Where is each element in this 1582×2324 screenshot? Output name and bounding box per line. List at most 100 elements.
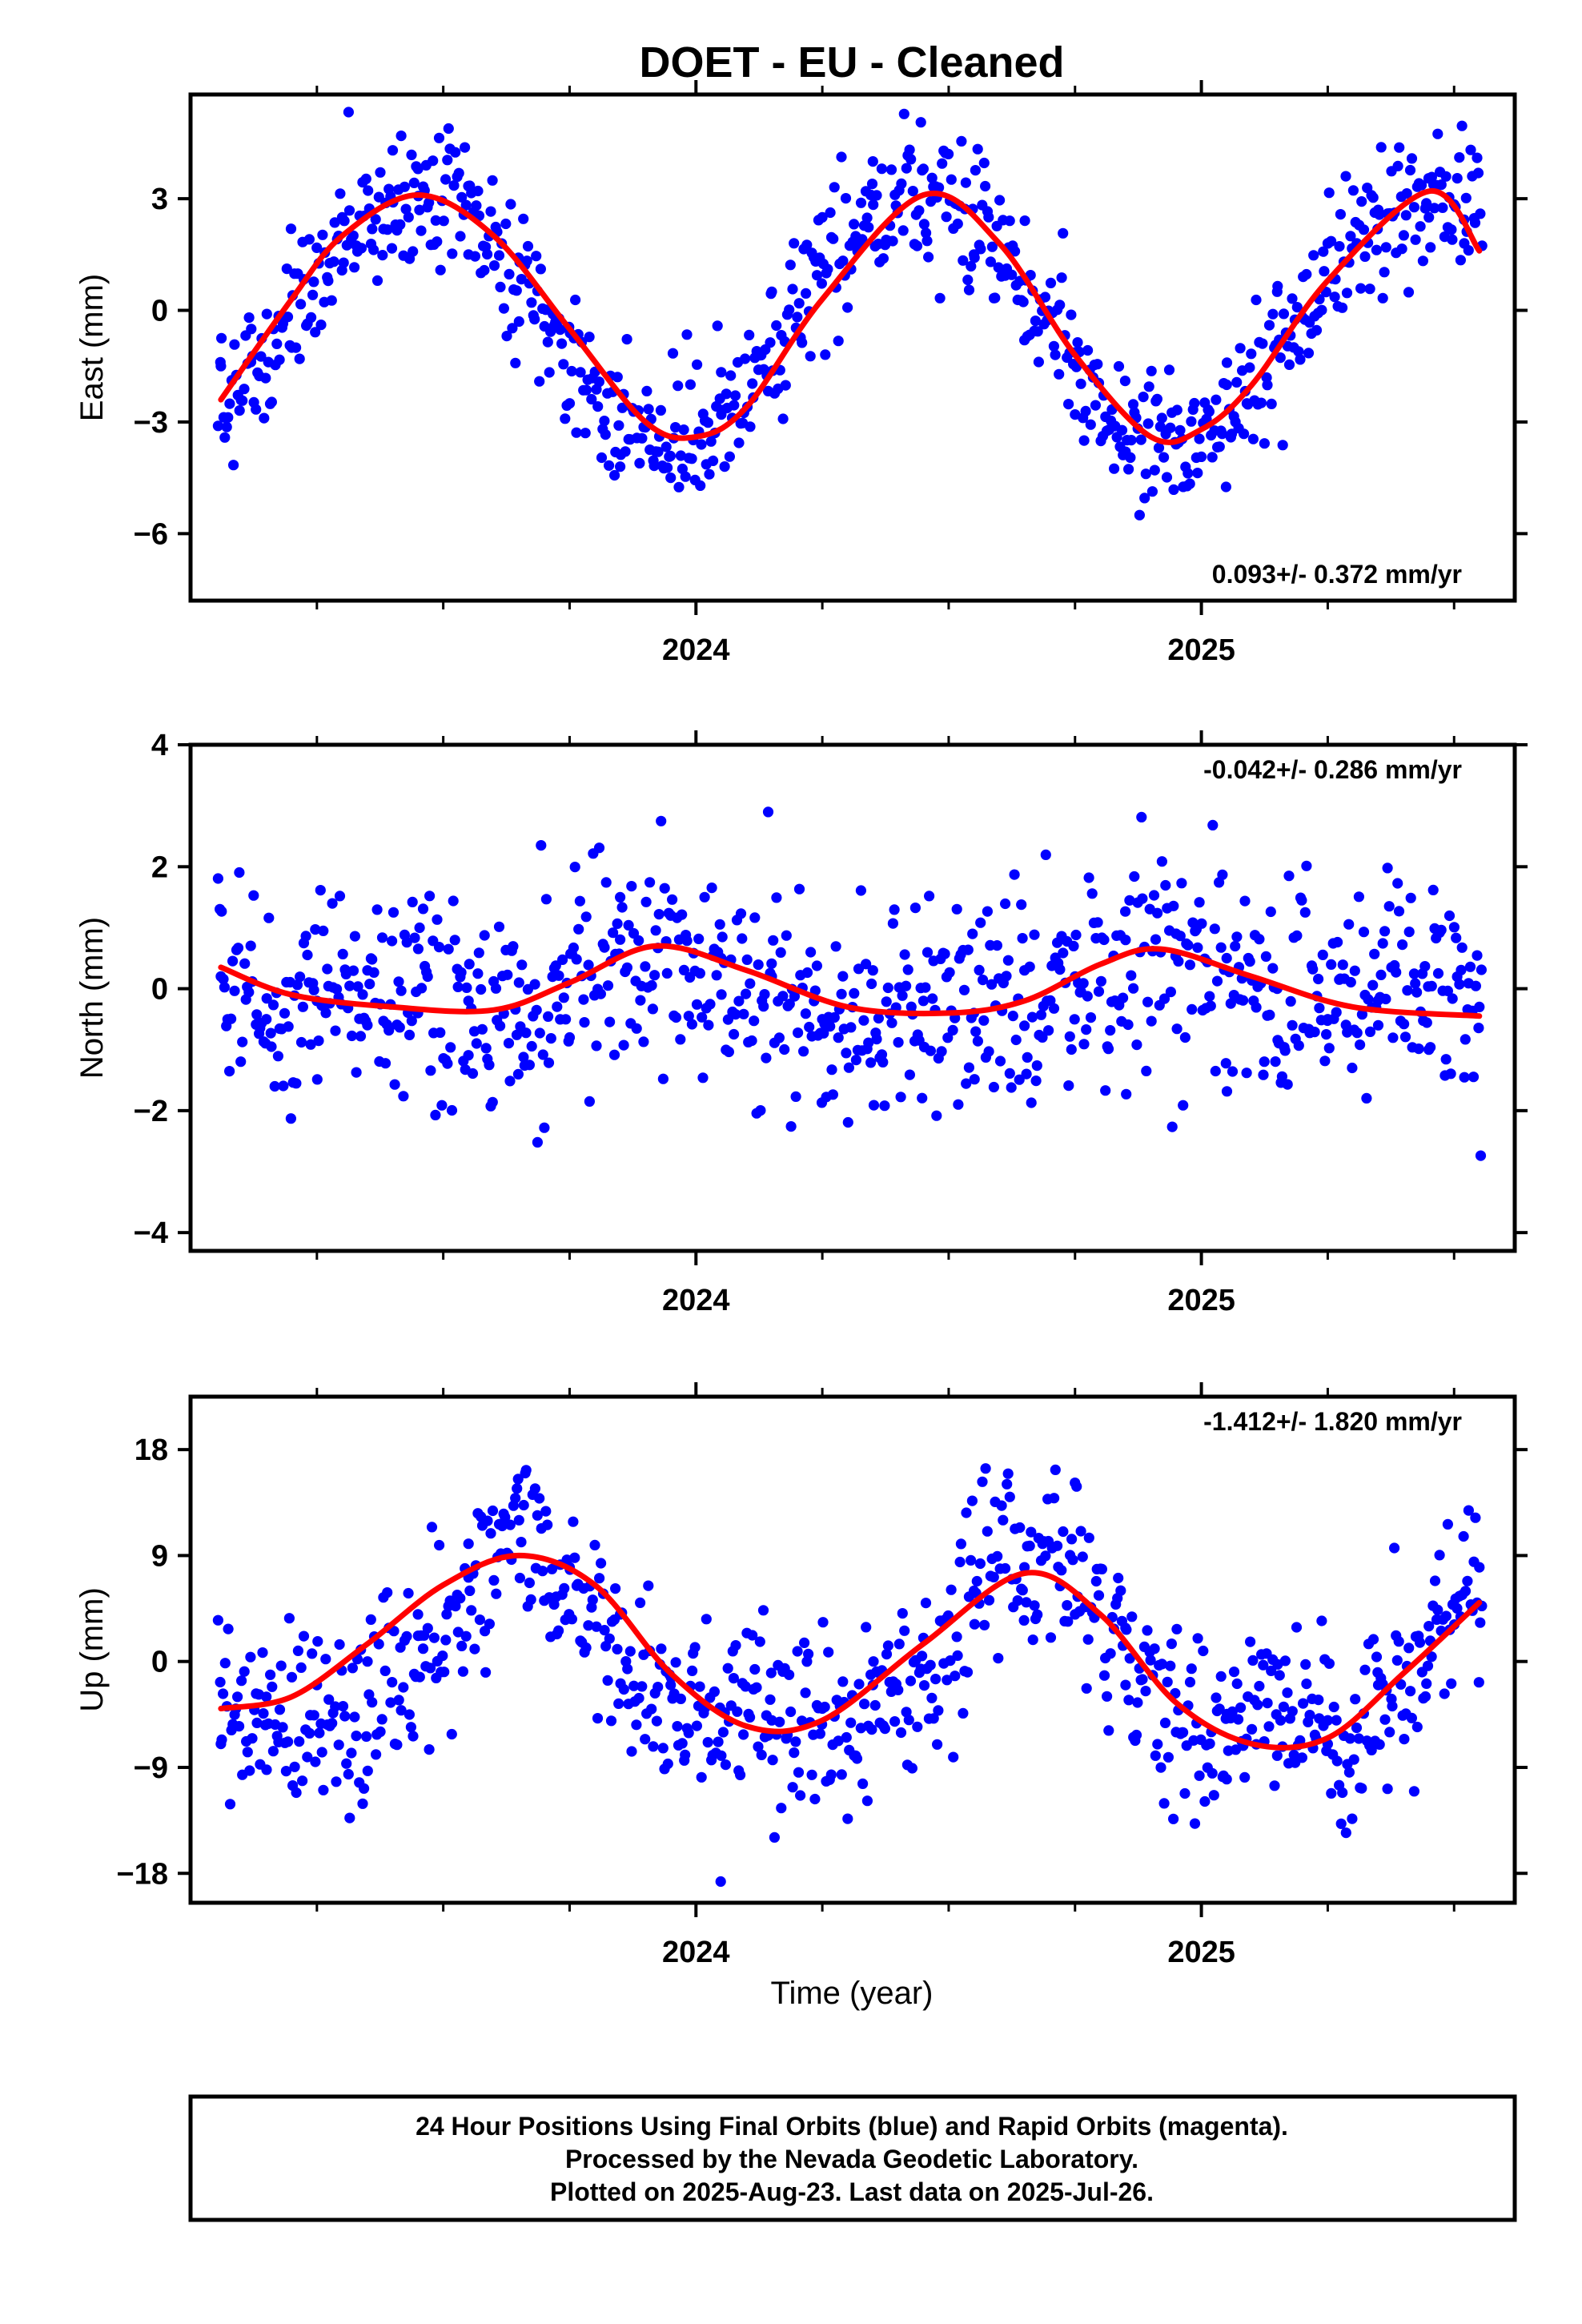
data-point (868, 199, 879, 211)
data-point (942, 1675, 953, 1686)
data-point (219, 982, 230, 993)
data-point (1356, 1009, 1367, 1020)
data-point (1019, 335, 1030, 346)
data-point (525, 1594, 536, 1605)
data-point (855, 197, 867, 208)
data-point (1367, 979, 1379, 991)
data-point (805, 351, 816, 362)
data-point (1464, 961, 1476, 972)
data-point (998, 1514, 1009, 1526)
data-point (800, 1687, 811, 1699)
data-point (215, 971, 227, 982)
data-point (921, 235, 933, 247)
data-point (1019, 1562, 1030, 1573)
data-point (904, 1069, 915, 1080)
y-tick-label: 0 (151, 295, 168, 328)
data-point (526, 297, 537, 308)
data-point (1326, 959, 1337, 970)
data-point (986, 241, 998, 252)
data-point (599, 942, 610, 953)
data-point (330, 1701, 341, 1712)
data-point (512, 1474, 524, 1485)
data-point (343, 205, 355, 216)
data-point (934, 292, 946, 304)
data-point (1446, 224, 1457, 235)
data-point (1323, 187, 1335, 199)
data-point (1454, 979, 1465, 990)
data-point (518, 1499, 529, 1511)
data-point (382, 1587, 393, 1598)
data-point (1459, 238, 1470, 249)
data-point (680, 471, 691, 482)
data-point (251, 1717, 263, 1728)
y-tick-label: 3 (151, 183, 168, 216)
data-point (371, 275, 383, 286)
data-point (595, 988, 607, 999)
data-point (766, 958, 777, 969)
data-point (1267, 308, 1279, 320)
data-point (275, 1660, 287, 1671)
data-point (1235, 343, 1246, 354)
data-point (643, 404, 654, 415)
data-point (338, 257, 349, 268)
data-point (1293, 1040, 1304, 1051)
data-point (330, 1025, 341, 1036)
data-point (701, 1614, 712, 1625)
data-point (568, 1516, 579, 1527)
data-point (1337, 959, 1348, 971)
data-point (723, 1046, 735, 1058)
data-point (906, 1763, 917, 1774)
data-point (1027, 1634, 1038, 1646)
data-point (1244, 362, 1255, 373)
data-point (1413, 1043, 1424, 1055)
data-point (1171, 404, 1182, 416)
data-point (1166, 1638, 1177, 1650)
data-point (371, 1749, 382, 1760)
data-point (1026, 1526, 1037, 1538)
data-point (592, 401, 604, 412)
data-point (1128, 983, 1139, 994)
data-point (286, 1671, 298, 1683)
data-point (1400, 210, 1411, 221)
data-point (349, 931, 360, 942)
data-point (215, 1676, 226, 1688)
data-point (1389, 1542, 1400, 1554)
data-point (285, 1113, 296, 1124)
data-point (662, 462, 673, 473)
data-point (1456, 942, 1468, 953)
data-point (675, 1034, 686, 1045)
data-point (1123, 1695, 1134, 1706)
data-point (825, 207, 836, 219)
data-point (1022, 1051, 1033, 1063)
data-point (583, 1620, 594, 1631)
data-point (1337, 1787, 1348, 1799)
data-point (729, 400, 740, 411)
data-point (716, 1750, 727, 1761)
data-point (898, 108, 909, 119)
data-point (963, 1062, 974, 1073)
data-point (479, 264, 490, 276)
data-point (693, 933, 705, 944)
data-point (1423, 211, 1435, 223)
data-point (438, 215, 449, 227)
data-point (621, 962, 633, 973)
data-point (434, 1539, 445, 1551)
data-point (646, 979, 657, 991)
data-point (524, 1577, 536, 1589)
data-point (452, 1626, 464, 1638)
data-point (508, 941, 519, 952)
data-point (433, 942, 445, 953)
data-point (833, 1735, 844, 1747)
data-point (1189, 1818, 1201, 1829)
data-point (542, 1519, 553, 1530)
data-point (863, 222, 874, 233)
data-point (1447, 234, 1458, 245)
data-point (294, 1736, 305, 1747)
data-point (395, 219, 406, 230)
data-point (1093, 1590, 1105, 1601)
data-point (485, 206, 496, 217)
data-point (511, 1029, 523, 1040)
data-point (657, 1073, 669, 1084)
data-point (578, 994, 589, 1005)
data-point (498, 303, 510, 314)
